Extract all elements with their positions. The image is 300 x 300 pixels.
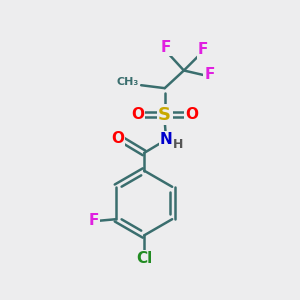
Text: O: O	[186, 107, 199, 122]
Text: CH₃: CH₃	[117, 77, 139, 87]
Text: Cl: Cl	[136, 251, 152, 266]
Text: H: H	[173, 139, 184, 152]
Text: F: F	[161, 40, 171, 55]
Text: F: F	[204, 68, 215, 82]
Text: O: O	[131, 107, 144, 122]
Text: F: F	[88, 213, 99, 228]
Text: N: N	[160, 132, 172, 147]
Text: F: F	[198, 42, 208, 57]
Text: S: S	[158, 106, 171, 124]
Text: O: O	[111, 131, 124, 146]
